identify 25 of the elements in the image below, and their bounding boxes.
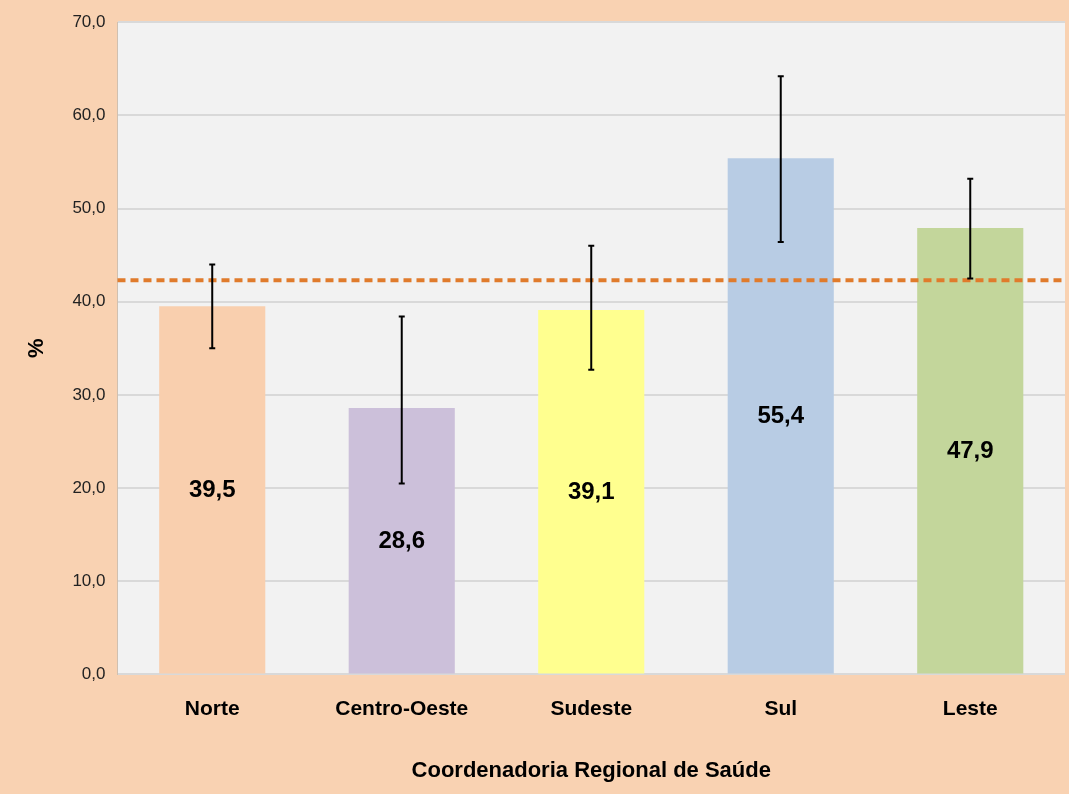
bar [538,310,645,674]
x-tick-label: Sudeste [550,695,633,719]
y-tick-label: 40,0 [72,291,106,311]
bar [159,306,266,674]
data-label: 47,9 [946,435,994,463]
x-tick-label: Leste [942,695,998,719]
y-tick-label: 70,0 [72,11,106,31]
x-axis-title: Coordenadoria Regional de Saúde [411,756,771,782]
bar [727,158,834,674]
y-axis-title: % [23,338,49,359]
y-tick-label: 30,0 [72,384,106,404]
x-tick-label: Centro-Oeste [335,695,469,719]
y-tick-label: 50,0 [72,198,106,218]
data-label: 55,4 [757,400,805,428]
y-tick-label: 10,0 [72,570,106,590]
bar [348,407,455,674]
x-tick-label: Norte [184,695,240,719]
y-tick-label: 0,0 [81,664,106,684]
y-tick-label: 20,0 [72,477,106,497]
bar [917,228,1024,674]
data-label: 39,1 [567,476,615,504]
data-label: 39,5 [188,475,236,503]
x-tick-label: Sul [764,695,798,719]
data-label: 28,6 [378,525,426,553]
y-tick-label: 60,0 [72,105,106,125]
